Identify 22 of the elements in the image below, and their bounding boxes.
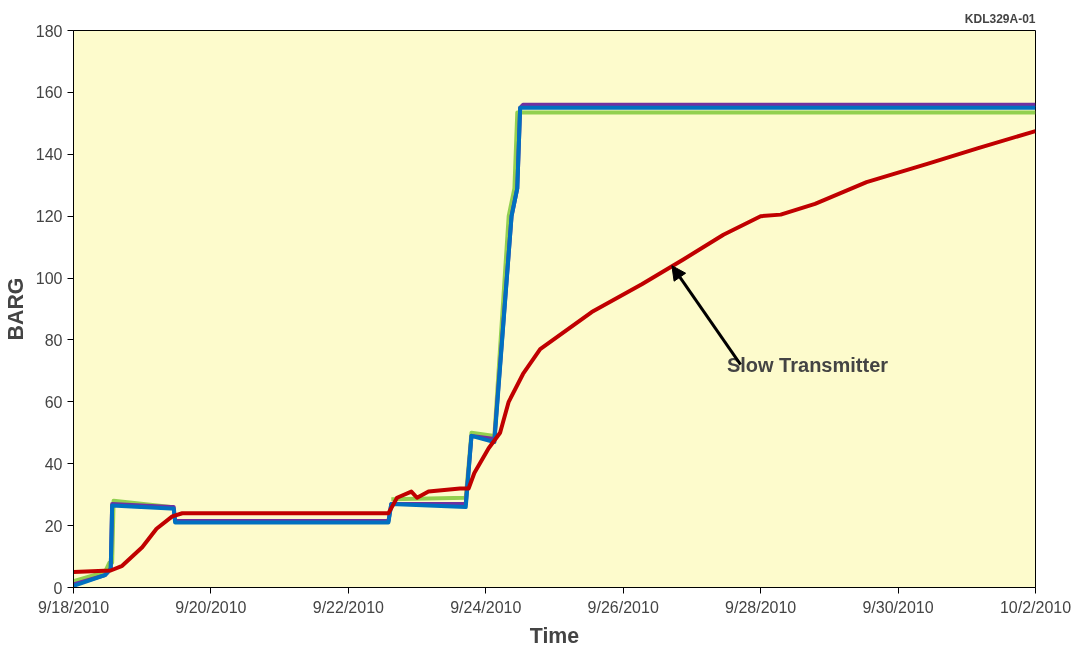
x-tick-label: 9/22/2010 xyxy=(312,598,385,616)
x-tick-label: 10/2/2010 xyxy=(999,598,1072,616)
x-tick-label: 9/20/2010 xyxy=(175,598,247,616)
y-tick-label: 180 xyxy=(35,22,63,40)
y-tick-label: 140 xyxy=(35,146,63,164)
x-tick-label: 9/24/2010 xyxy=(450,598,522,616)
x-axis-title: Time xyxy=(529,623,580,648)
y-tick-label: 120 xyxy=(35,208,63,226)
y-tick-label: 0 xyxy=(53,579,63,597)
x-tick-label: 9/28/2010 xyxy=(725,598,797,616)
x-tick-label: 9/30/2010 xyxy=(862,598,934,616)
y-tick-label: 60 xyxy=(44,393,63,411)
y-tick-label: 100 xyxy=(35,270,63,288)
y-axis-title: BARG xyxy=(3,277,28,341)
x-tick-label: 9/18/2010 xyxy=(37,598,110,616)
y-tick-label: 40 xyxy=(44,455,63,473)
y-tick-label: 160 xyxy=(35,84,63,102)
y-tick-label: 80 xyxy=(44,331,63,349)
x-tick-label: 9/26/2010 xyxy=(587,598,659,616)
y-tick-label: 20 xyxy=(44,517,63,535)
text: KDL329A-01 xyxy=(964,11,1036,26)
annotation: Slow Transmitter xyxy=(726,353,889,376)
